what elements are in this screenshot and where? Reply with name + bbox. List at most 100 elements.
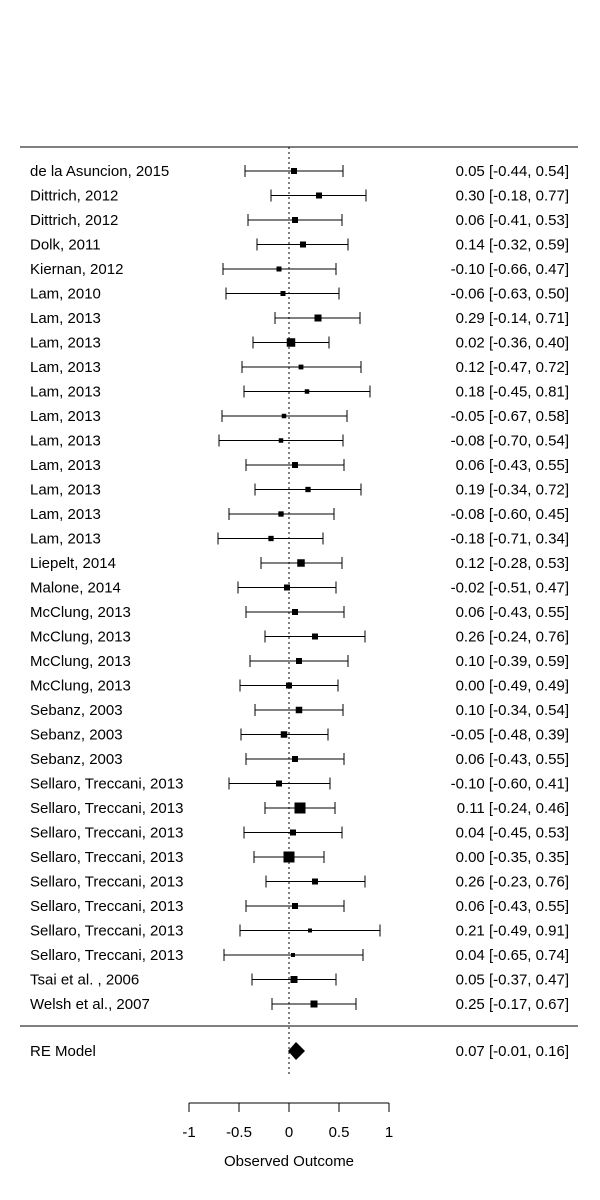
study-row: McClung, 2013 0.10 [-0.39, 0.59] xyxy=(30,653,569,670)
x-tick-label: 1 xyxy=(385,1124,393,1141)
study-ci-text: 0.06 [-0.43, 0.55] xyxy=(456,751,569,768)
summary-diamond xyxy=(288,1042,305,1060)
study-ci-text: 0.06 [-0.41, 0.53] xyxy=(456,212,569,229)
point-estimate-square xyxy=(292,756,298,762)
study-row: Lam, 2013 -0.05 [-0.67, 0.58] xyxy=(30,408,569,425)
study-row: Lam, 2010 -0.06 [-0.63, 0.50] xyxy=(30,286,569,303)
study-row: Lam, 2013 0.06 [-0.43, 0.55] xyxy=(30,457,569,474)
study-row: Sellaro, Treccani, 2013 0.11 [-0.24, 0.46… xyxy=(30,800,569,817)
study-row: Liepelt, 2014 0.12 [-0.28, 0.53] xyxy=(30,555,569,572)
study-ci-text: 0.14 [-0.32, 0.59] xyxy=(456,237,569,254)
study-label: Lam, 2013 xyxy=(30,482,101,499)
study-label: McClung, 2013 xyxy=(30,653,131,670)
point-estimate-square xyxy=(298,364,304,370)
summary-label: RE Model xyxy=(30,1043,96,1060)
point-estimate-square xyxy=(305,486,311,493)
point-estimate-square xyxy=(292,462,298,468)
study-ci-text: 0.26 [-0.23, 0.76] xyxy=(456,874,569,891)
point-estimate-square xyxy=(290,976,298,983)
study-ci-text: 0.19 [-0.34, 0.72] xyxy=(456,482,569,499)
study-label: de la Asuncion, 2015 xyxy=(30,163,169,180)
study-ci-text: 0.00 [-0.49, 0.49] xyxy=(456,678,569,695)
study-ci-text: 0.00 [-0.35, 0.35] xyxy=(456,849,569,866)
point-estimate-square xyxy=(286,338,296,347)
study-ci-text: -0.02 [-0.51, 0.47] xyxy=(451,580,569,597)
study-ci-text: 0.29 [-0.14, 0.71] xyxy=(456,310,569,327)
study-label: Sebanz, 2003 xyxy=(30,702,123,719)
study-ci-text: 0.05 [-0.37, 0.47] xyxy=(456,972,569,989)
study-label: Lam, 2013 xyxy=(30,506,101,523)
study-row: Sellaro, Treccani, 2013 0.04 [-0.45, 0.53… xyxy=(30,825,569,842)
study-row: Sellaro, Treccani, 2013 0.21 [-0.49, 0.91… xyxy=(30,923,569,940)
point-estimate-square xyxy=(316,192,322,199)
study-label: McClung, 2013 xyxy=(30,629,131,646)
study-row: Tsai et al. , 2006 0.05 [-0.37, 0.47] xyxy=(30,972,569,989)
study-ci-text: 0.04 [-0.65, 0.74] xyxy=(456,947,569,964)
x-tick-label: -1 xyxy=(182,1124,195,1141)
study-ci-text: 0.12 [-0.28, 0.53] xyxy=(456,555,569,572)
study-ci-text: 0.10 [-0.34, 0.54] xyxy=(456,702,569,719)
x-axis: -1 -0.5 0 0.5 1 xyxy=(182,1102,393,1141)
point-estimate-square xyxy=(286,682,292,689)
study-row: Kiernan, 2012 -0.10 [-0.66, 0.47] xyxy=(30,261,569,278)
study-row: Sellaro, Treccani, 2013 0.06 [-0.43, 0.55… xyxy=(30,898,569,915)
study-ci-text: 0.11 [-0.24, 0.46] xyxy=(457,800,569,817)
point-estimate-square xyxy=(278,438,284,443)
study-row: Malone, 2014 -0.02 [-0.51, 0.47] xyxy=(30,580,569,597)
point-estimate-square xyxy=(297,559,305,567)
study-label: McClung, 2013 xyxy=(30,678,131,695)
study-label: Sellaro, Treccani, 2013 xyxy=(30,874,183,891)
point-estimate-square xyxy=(300,241,306,248)
point-estimate-square xyxy=(292,903,298,909)
study-row: Dittrich, 2012 0.06 [-0.41, 0.53] xyxy=(30,212,569,229)
point-estimate-square xyxy=(276,780,282,787)
study-label: Sellaro, Treccani, 2013 xyxy=(30,849,183,866)
point-estimate-square xyxy=(296,658,302,664)
study-label: Lam, 2013 xyxy=(30,359,101,376)
x-tick-label: 0.5 xyxy=(329,1124,350,1141)
study-row: Lam, 2013 0.29 [-0.14, 0.71] xyxy=(30,310,569,327)
study-row: McClung, 2013 0.00 [-0.49, 0.49] xyxy=(30,678,569,695)
study-row: Lam, 2013 0.12 [-0.47, 0.72] xyxy=(30,359,569,376)
point-estimate-square xyxy=(280,291,286,296)
study-row: Sellaro, Treccani, 2013 -0.10 [-0.60, 0.4… xyxy=(30,776,569,793)
study-row: Lam, 2013 -0.18 [-0.71, 0.34] xyxy=(30,531,569,548)
study-label: Sellaro, Treccani, 2013 xyxy=(30,898,183,915)
x-axis-label: Observed Outcome xyxy=(224,1153,354,1170)
summary-ci-text: 0.07 [-0.01, 0.16] xyxy=(456,1043,569,1060)
point-estimate-square xyxy=(314,314,322,322)
study-label: Sellaro, Treccani, 2013 xyxy=(30,800,183,817)
point-estimate-square xyxy=(292,609,298,615)
study-ci-text: -0.05 [-0.48, 0.39] xyxy=(451,727,569,744)
study-row: Sellaro, Treccani, 2013 0.00 [-0.35, 0.35… xyxy=(30,849,569,866)
study-label: Welsh et al., 2007 xyxy=(30,996,150,1013)
study-label: Dolk, 2011 xyxy=(30,237,101,254)
point-estimate-square xyxy=(278,511,284,517)
study-label: McClung, 2013 xyxy=(30,604,131,621)
point-estimate-square xyxy=(294,802,306,814)
study-label: Lam, 2013 xyxy=(30,335,101,352)
study-ci-text: 0.30 [-0.18, 0.77] xyxy=(456,188,569,205)
point-estimate-square xyxy=(291,168,297,174)
summary-row: RE Model 0.07 [-0.01, 0.16] xyxy=(30,1042,569,1060)
study-label: Sellaro, Treccani, 2013 xyxy=(30,947,183,964)
study-label: Lam, 2013 xyxy=(30,384,101,401)
study-ci-text: -0.08 [-0.70, 0.54] xyxy=(451,433,569,450)
study-row: Dittrich, 2012 0.30 [-0.18, 0.77] xyxy=(30,188,569,205)
study-label: Lam, 2013 xyxy=(30,457,101,474)
study-row: Sebanz, 2003 0.06 [-0.43, 0.55] xyxy=(30,751,569,768)
study-row: Lam, 2013 0.18 [-0.45, 0.81] xyxy=(30,384,569,401)
point-estimate-square xyxy=(284,584,290,591)
x-tick-label: -0.5 xyxy=(226,1124,252,1141)
study-row: Sellaro, Treccani, 2013 0.26 [-0.23, 0.76… xyxy=(30,874,569,891)
study-ci-text: 0.06 [-0.43, 0.55] xyxy=(456,604,569,621)
study-row: Sebanz, 2003 -0.05 [-0.48, 0.39] xyxy=(30,727,569,744)
study-ci-text: -0.10 [-0.66, 0.47] xyxy=(451,261,569,278)
study-ci-text: 0.06 [-0.43, 0.55] xyxy=(456,457,569,474)
study-row: Dolk, 2011 0.14 [-0.32, 0.59] xyxy=(30,237,569,254)
point-estimate-square xyxy=(291,953,295,957)
study-ci-text: 0.06 [-0.43, 0.55] xyxy=(456,898,569,915)
point-estimate-square xyxy=(310,1000,318,1008)
study-label: Malone, 2014 xyxy=(30,580,121,597)
study-label: Dittrich, 2012 xyxy=(30,212,118,229)
